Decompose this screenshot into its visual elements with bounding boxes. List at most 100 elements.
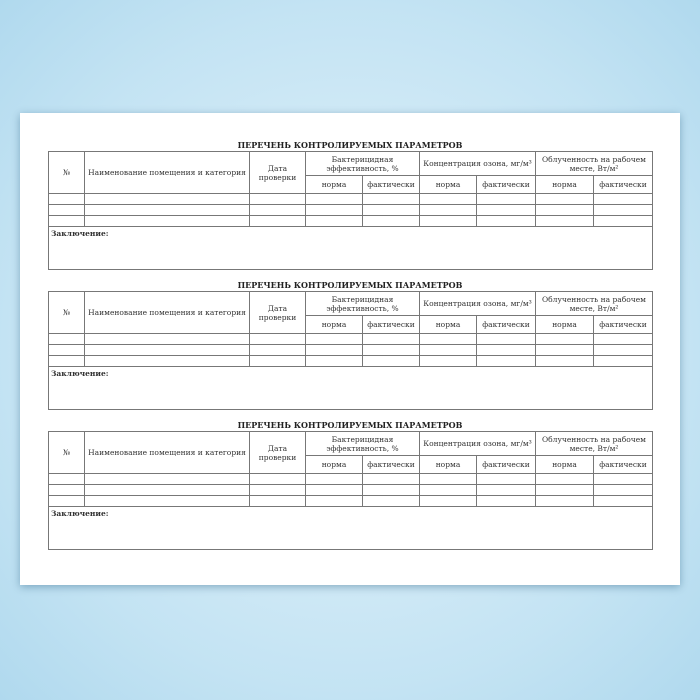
table-cell[interactable] bbox=[419, 355, 477, 367]
table-cell[interactable] bbox=[535, 344, 594, 356]
table-cell[interactable] bbox=[249, 473, 306, 485]
form-title: ПЕРЕЧЕНЬ КОНТРОЛИРУЕМЫХ ПАРАМЕТРОВ bbox=[237, 420, 463, 430]
table-cell[interactable] bbox=[476, 484, 536, 496]
table-cell[interactable] bbox=[249, 495, 306, 507]
table-cell[interactable] bbox=[476, 495, 536, 507]
table-cell[interactable] bbox=[249, 484, 306, 496]
table-cell[interactable] bbox=[362, 204, 420, 216]
table-cell[interactable] bbox=[419, 333, 477, 345]
table-cell[interactable] bbox=[48, 344, 85, 356]
parameters-table: № Наименование помещения и категория Дат… bbox=[47, 291, 654, 410]
table-cell[interactable] bbox=[592, 215, 654, 227]
table-cell[interactable] bbox=[362, 193, 420, 205]
table-cell[interactable] bbox=[84, 473, 250, 485]
table-cell[interactable] bbox=[249, 355, 306, 367]
document-sheet: ПЕРЕЧЕНЬ КОНТРОЛИРУЕМЫХ ПАРАМЕТРОВ № Наи… bbox=[20, 113, 680, 585]
header-norm: норма bbox=[535, 455, 594, 474]
table-cell[interactable] bbox=[362, 344, 420, 356]
table-cell[interactable] bbox=[305, 473, 363, 485]
table-cell[interactable] bbox=[592, 193, 654, 205]
table-cell[interactable] bbox=[419, 495, 477, 507]
table-cell[interactable] bbox=[592, 473, 654, 485]
table-cell[interactable] bbox=[535, 473, 594, 485]
table-cell[interactable] bbox=[362, 215, 420, 227]
table-cell[interactable] bbox=[305, 484, 363, 496]
table-cell[interactable] bbox=[249, 193, 306, 205]
table-cell[interactable] bbox=[362, 355, 420, 367]
table-cell[interactable] bbox=[535, 215, 594, 227]
header-actual: фактически bbox=[592, 315, 654, 334]
table-cell[interactable] bbox=[476, 355, 536, 367]
table-cell[interactable] bbox=[305, 333, 363, 345]
table-cell[interactable] bbox=[249, 344, 306, 356]
conclusion-field[interactable]: Заключение: bbox=[47, 506, 654, 550]
table-cell[interactable] bbox=[419, 204, 477, 216]
table-cell[interactable] bbox=[84, 495, 250, 507]
table-cell[interactable] bbox=[592, 344, 654, 356]
table-cell[interactable] bbox=[419, 215, 477, 227]
table-cell[interactable] bbox=[84, 355, 250, 367]
table-row bbox=[48, 344, 654, 356]
table-cell[interactable] bbox=[249, 333, 306, 345]
table-cell[interactable] bbox=[305, 215, 363, 227]
table-cell[interactable] bbox=[48, 473, 85, 485]
table-cell[interactable] bbox=[305, 204, 363, 216]
table-cell[interactable] bbox=[592, 333, 654, 345]
header-actual: фактически bbox=[476, 455, 536, 474]
table-cell[interactable] bbox=[419, 484, 477, 496]
table-cell[interactable] bbox=[592, 355, 654, 367]
conclusion-field[interactable]: Заключение: bbox=[47, 226, 654, 270]
table-cell[interactable] bbox=[476, 333, 536, 345]
conclusion-field[interactable]: Заключение: bbox=[47, 366, 654, 410]
table-cell[interactable] bbox=[535, 355, 594, 367]
table-cell[interactable] bbox=[48, 215, 85, 227]
table-cell[interactable] bbox=[419, 473, 477, 485]
header-num: № bbox=[48, 291, 85, 334]
table-cell[interactable] bbox=[84, 333, 250, 345]
table-cell[interactable] bbox=[305, 355, 363, 367]
header-actual: фактически bbox=[476, 175, 536, 194]
table-cell[interactable] bbox=[535, 193, 594, 205]
table-cell[interactable] bbox=[419, 344, 477, 356]
table-cell[interactable] bbox=[249, 215, 306, 227]
table-cell[interactable] bbox=[362, 333, 420, 345]
table-cell[interactable] bbox=[592, 495, 654, 507]
table-cell[interactable] bbox=[249, 204, 306, 216]
table-cell[interactable] bbox=[362, 495, 420, 507]
table-cell[interactable] bbox=[305, 193, 363, 205]
table-cell[interactable] bbox=[535, 484, 594, 496]
header-norm: норма bbox=[535, 175, 594, 194]
header-num: № bbox=[48, 151, 85, 194]
table-cell[interactable] bbox=[535, 204, 594, 216]
table-cell[interactable] bbox=[48, 333, 85, 345]
table-cell[interactable] bbox=[84, 215, 250, 227]
table-cell[interactable] bbox=[305, 495, 363, 507]
parameters-form: ПЕРЕЧЕНЬ КОНТРОЛИРУЕМЫХ ПАРАМЕТРОВ № Наи… bbox=[47, 420, 654, 550]
table-row bbox=[48, 193, 654, 205]
table-cell[interactable] bbox=[84, 193, 250, 205]
table-cell[interactable] bbox=[84, 344, 250, 356]
table-cell[interactable] bbox=[48, 193, 85, 205]
table-cell[interactable] bbox=[48, 484, 85, 496]
table-cell[interactable] bbox=[84, 484, 250, 496]
table-cell[interactable] bbox=[535, 333, 594, 345]
table-cell[interactable] bbox=[592, 204, 654, 216]
table-cell[interactable] bbox=[419, 193, 477, 205]
parameters-table: № Наименование помещения и категория Дат… bbox=[47, 431, 654, 550]
table-cell[interactable] bbox=[592, 484, 654, 496]
table-cell[interactable] bbox=[84, 204, 250, 216]
header-name: Наименование помещения и категория bbox=[84, 431, 250, 474]
table-cell[interactable] bbox=[362, 473, 420, 485]
table-cell[interactable] bbox=[48, 495, 85, 507]
table-cell[interactable] bbox=[476, 215, 536, 227]
table-cell[interactable] bbox=[305, 344, 363, 356]
table-cell[interactable] bbox=[476, 473, 536, 485]
table-cell[interactable] bbox=[476, 344, 536, 356]
header-bactericidal: Бактерицидная эффективность, % bbox=[305, 291, 420, 316]
table-cell[interactable] bbox=[476, 193, 536, 205]
table-cell[interactable] bbox=[476, 204, 536, 216]
table-cell[interactable] bbox=[48, 204, 85, 216]
table-cell[interactable] bbox=[362, 484, 420, 496]
table-cell[interactable] bbox=[535, 495, 594, 507]
table-cell[interactable] bbox=[48, 355, 85, 367]
